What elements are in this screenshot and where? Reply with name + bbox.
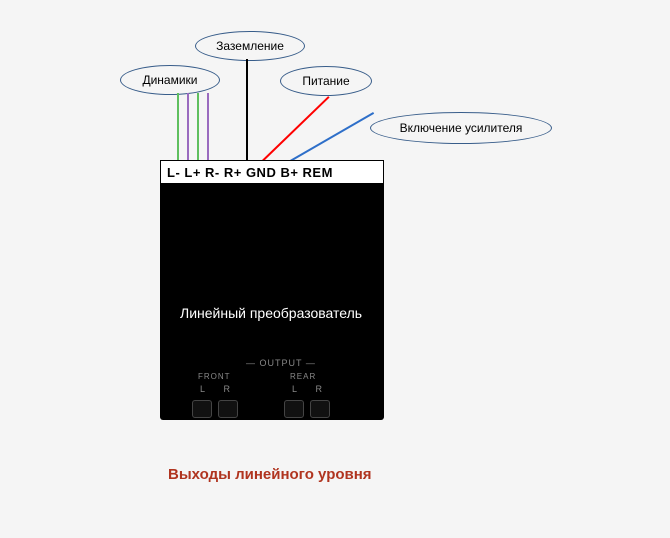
speaker-wire-1 [177, 93, 179, 160]
speaker-wire-4 [207, 93, 209, 160]
rear-r: R [316, 384, 324, 394]
speaker-wire-3 [197, 93, 199, 160]
amp-on-bubble: Включение усилителя [370, 112, 552, 144]
speaker-wire-2 [187, 93, 189, 160]
speakers-label: Динамики [142, 73, 197, 87]
jack-row-front [192, 400, 238, 418]
front-r: R [224, 384, 232, 394]
rear-lr: L R [292, 384, 323, 394]
amp-on-label: Включение усилителя [400, 121, 523, 135]
front-lr: L R [200, 384, 231, 394]
speakers-bubble: Динамики [120, 65, 220, 95]
front-l: L [200, 384, 206, 394]
device-main-label: Линейный преобразователь [180, 305, 362, 321]
rear-l: L [292, 384, 298, 394]
jack [192, 400, 212, 418]
power-wire [262, 96, 330, 161]
output-header: — OUTPUT — [246, 358, 316, 368]
pin-strip: L- L+ R- R+ GND B+ REM [160, 160, 384, 184]
bottom-caption: Выходы линейного уровня [168, 466, 372, 483]
power-bubble: Питание [280, 66, 372, 96]
jack [284, 400, 304, 418]
ground-wire [246, 59, 248, 160]
jack [310, 400, 330, 418]
front-label: FRONT [198, 372, 231, 381]
ground-bubble: Заземление [195, 31, 305, 61]
jack [218, 400, 238, 418]
device-body [160, 160, 384, 420]
pin-strip-text: L- L+ R- R+ GND B+ REM [167, 165, 333, 180]
rear-label: REAR [290, 372, 316, 381]
jack-row-rear [284, 400, 330, 418]
ground-label: Заземление [216, 39, 284, 53]
power-label: Питание [302, 74, 349, 88]
